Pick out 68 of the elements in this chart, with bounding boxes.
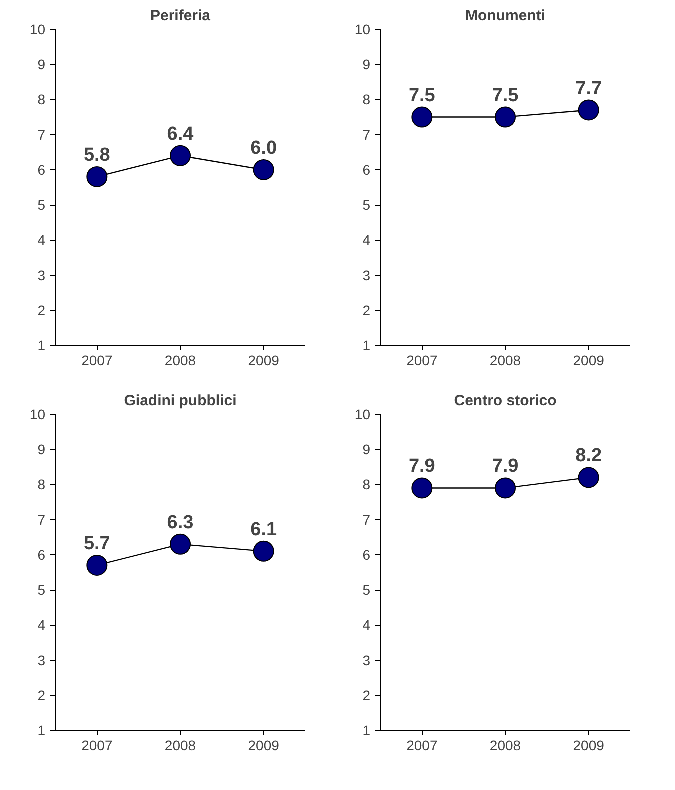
y-tick-label: 7	[362, 512, 371, 528]
y-tick-label: 5	[38, 582, 46, 598]
y-tick-label: 10	[30, 406, 46, 422]
chart-title: Giadini pubblici	[124, 392, 237, 410]
y-tick-label: 1	[362, 722, 371, 738]
data-label: 5.8	[84, 144, 110, 166]
data-label: 7.5	[408, 85, 436, 106]
y-tick-label: 2	[362, 687, 371, 704]
x-tick-label: 2008	[490, 352, 522, 368]
y-tick-label: 1	[38, 722, 46, 738]
y-tick-label: 5	[362, 197, 371, 214]
y-tick-label: 3	[38, 267, 46, 284]
x-tick-label: 2007	[406, 738, 438, 754]
y-tick-label: 9	[362, 56, 371, 73]
y-tick-label: 7	[38, 126, 46, 143]
y-tick-label: 8	[362, 92, 371, 108]
data-label: 7.5	[492, 85, 520, 106]
y-tick-label: 2	[362, 302, 371, 318]
y-tick-label: 1	[38, 338, 46, 354]
y-tick-label: 8	[38, 476, 46, 493]
x-tick-label: 2007	[406, 352, 438, 368]
data-label: 8.2	[576, 446, 602, 467]
data-label: 7.7	[576, 78, 602, 100]
chart-title: Centro storico	[454, 392, 557, 410]
y-tick-label: 10	[354, 406, 371, 422]
y-tick-label: 1	[362, 338, 371, 354]
y-tick-label: 9	[362, 442, 371, 458]
y-tick-label: 6	[362, 162, 371, 178]
y-tick-label: 5	[38, 197, 46, 214]
y-tick-label: 3	[362, 267, 371, 284]
y-tick-label: 4	[38, 617, 46, 634]
y-tick-label: 6	[362, 546, 371, 563]
x-tick-label: 2009	[248, 352, 280, 368]
y-tick-label: 2	[38, 687, 46, 704]
x-tick-label: 2009	[573, 352, 605, 368]
y-tick-label: 6	[38, 546, 46, 563]
chart-title: Monumenti	[466, 8, 546, 24]
y-tick-label: 8	[38, 92, 46, 108]
data-label: 6.1	[250, 519, 278, 540]
data-label: 5.7	[84, 533, 110, 554]
y-tick-label: 9	[38, 442, 46, 458]
y-tick-label: 6	[38, 162, 46, 178]
data-label: 7.9	[492, 456, 519, 478]
y-tick-label: 3	[362, 652, 371, 668]
y-tick-label: 4	[362, 232, 371, 248]
x-tick-label: 2008	[490, 738, 522, 754]
y-tick-label: 2	[38, 302, 46, 318]
x-tick-label: 2009	[248, 738, 280, 754]
x-tick-label: 2007	[82, 738, 113, 754]
y-tick-label: 3	[38, 652, 46, 668]
y-tick-label: 9	[38, 56, 46, 73]
data-label: 7.9	[408, 456, 436, 478]
y-tick-label: 10	[354, 22, 371, 38]
x-tick-label: 2008	[164, 738, 196, 754]
y-tick-label: 7	[362, 126, 371, 143]
y-tick-label: 5	[362, 582, 371, 598]
y-tick-label: 7	[38, 512, 46, 528]
data-label: 6.4	[167, 124, 194, 145]
data-label: 6.0	[250, 138, 278, 159]
x-tick-label: 2007	[82, 352, 113, 368]
x-tick-label: 2008	[164, 352, 196, 368]
y-tick-label: 8	[362, 476, 371, 493]
chart-title: Periferia	[150, 8, 212, 24]
x-tick-label: 2009	[573, 738, 605, 754]
y-tick-label: 4	[38, 232, 46, 248]
y-tick-label: 10	[30, 22, 46, 38]
data-label: 6.3	[167, 512, 194, 534]
y-tick-label: 4	[362, 617, 371, 634]
